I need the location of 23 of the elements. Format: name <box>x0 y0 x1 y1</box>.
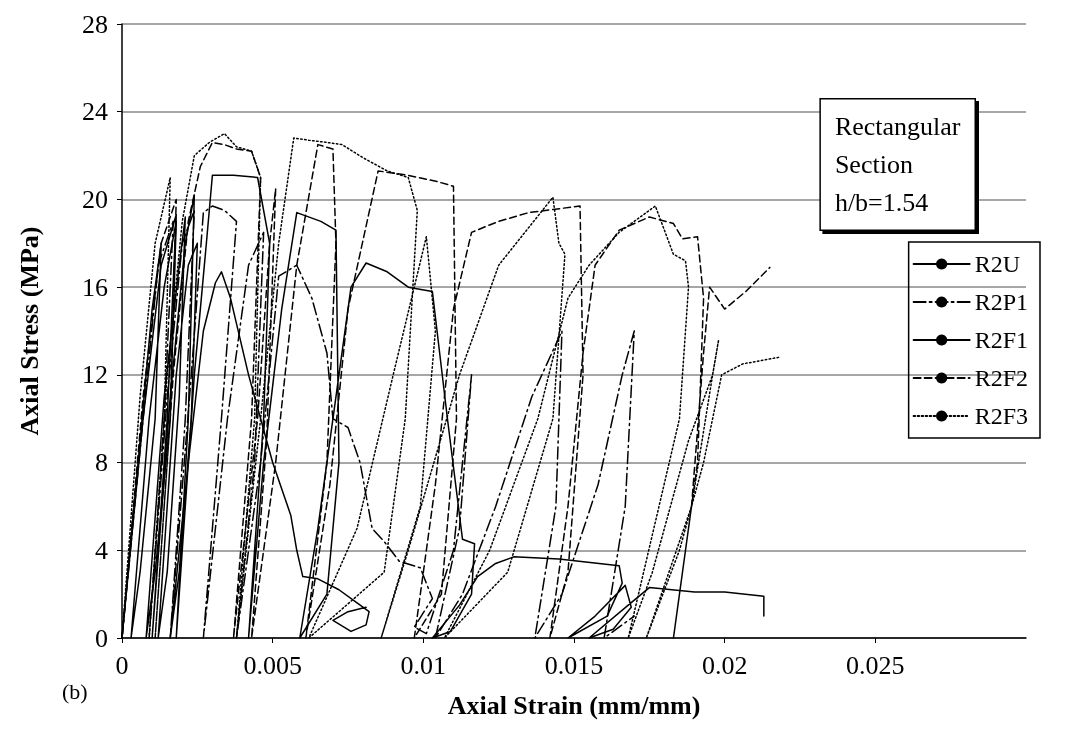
x-tick-label: 0.015 <box>544 650 604 680</box>
legend-label: R2P1 <box>974 289 1028 315</box>
x-tick-label: 0.025 <box>846 650 905 680</box>
y-tick-label: 12 <box>82 360 108 390</box>
x-axis-title: Axial Strain (mm/mm) <box>447 690 701 720</box>
legend-label: R2U <box>974 251 1020 277</box>
x-tick-label: 0.005 <box>243 650 302 680</box>
y-tick-label: 4 <box>95 535 108 565</box>
y-tick-label: 28 <box>82 9 108 39</box>
y-tick-label: 0 <box>95 623 108 653</box>
y-tick-label: 24 <box>82 97 108 127</box>
legend-label: R2F3 <box>974 403 1028 429</box>
x-tick-label: 0 <box>115 650 129 680</box>
legend-label: R2F2 <box>974 365 1028 391</box>
y-axis-title: Axial Stress (MPa) <box>14 226 44 436</box>
text: (b) <box>62 678 88 704</box>
y-tick-label: 20 <box>82 184 108 214</box>
x-tick-label: 0.02 <box>701 650 748 680</box>
x-tick-label: 0.01 <box>400 650 447 680</box>
legend-label: R2F1 <box>974 327 1028 353</box>
y-tick-label: 8 <box>95 448 108 478</box>
annotation: Rectangular Section h/b=1.54 <box>834 112 961 217</box>
y-tick-label: 16 <box>82 272 108 302</box>
